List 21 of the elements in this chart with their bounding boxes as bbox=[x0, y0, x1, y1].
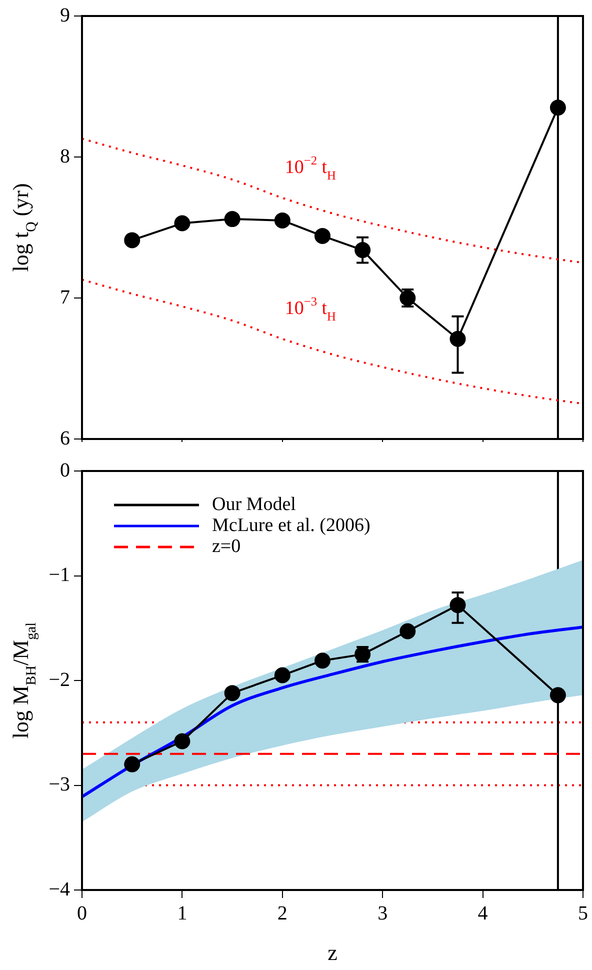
y-tick-label: 8 bbox=[60, 145, 70, 168]
x-tick-label: 4 bbox=[478, 902, 488, 924]
x-tick-label: 3 bbox=[378, 902, 388, 924]
x-tick-label: 2 bbox=[277, 902, 288, 924]
legend-label: McLure et al. (2006) bbox=[212, 514, 370, 536]
x-tick-label: 1 bbox=[177, 902, 188, 924]
y-tick-label: 6 bbox=[60, 427, 70, 450]
legend-label: z=0 bbox=[212, 536, 241, 557]
y-tick-label: 0 bbox=[60, 459, 70, 482]
y-tick-label: −1 bbox=[48, 564, 70, 586]
x-tick-label: 0 bbox=[77, 902, 87, 924]
x-axis-title: z bbox=[328, 940, 338, 965]
y-tick-label: 9 bbox=[60, 4, 70, 26]
x-tick-label: 5 bbox=[578, 902, 588, 924]
y-axis-title: log tQ (yr) bbox=[8, 183, 40, 272]
legend-label: Our Model bbox=[212, 494, 296, 515]
y-tick-label: −2 bbox=[48, 668, 70, 691]
y-tick-label: −3 bbox=[48, 774, 70, 796]
y-axis-title: log MBH/Mgal bbox=[8, 622, 40, 739]
y-tick-label: −4 bbox=[48, 878, 70, 900]
y-tick-label: 7 bbox=[60, 286, 70, 308]
